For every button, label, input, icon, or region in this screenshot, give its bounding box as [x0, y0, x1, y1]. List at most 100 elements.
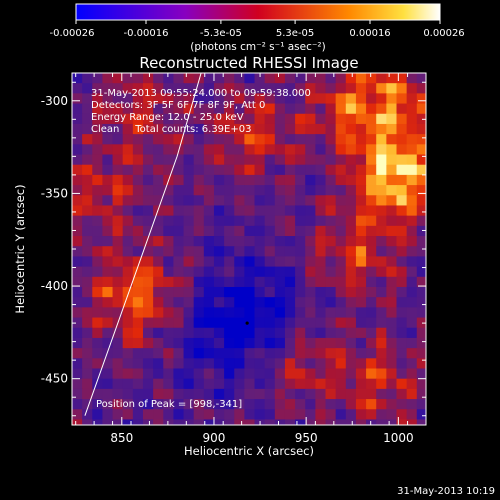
heatmap-cell — [132, 307, 144, 319]
heatmap-cell — [82, 103, 93, 115]
heatmap-cell — [345, 256, 357, 268]
heatmap-cell — [386, 368, 398, 380]
heatmap-cell — [153, 246, 164, 258]
heatmap-cell — [295, 164, 306, 176]
heatmap-cell — [416, 144, 426, 156]
heatmap-cell — [112, 134, 124, 145]
heatmap-cell — [325, 256, 337, 268]
heatmap-cell — [213, 205, 225, 217]
heatmap-cell — [142, 327, 154, 339]
heatmap-cell — [406, 236, 418, 247]
heatmap-cell — [264, 337, 276, 349]
heatmap-cell — [122, 195, 134, 207]
heatmap-cell — [284, 164, 296, 176]
heatmap-cell — [406, 297, 418, 308]
heatmap-cell — [92, 378, 104, 390]
heatmap-cell — [274, 307, 286, 319]
heatmap-cell — [376, 236, 387, 247]
heatmap-cell — [142, 134, 154, 145]
heatmap-cell — [122, 297, 134, 308]
heatmap-cell — [163, 327, 175, 339]
heatmap-cell — [203, 317, 215, 329]
heatmap-cell — [122, 368, 134, 380]
y-tick-label: -400 — [41, 279, 68, 293]
heatmap-cell — [122, 348, 134, 359]
heatmap-cell — [112, 113, 124, 125]
heatmap-cell — [193, 337, 205, 349]
heatmap-cell — [163, 317, 175, 329]
heatmap-cell — [173, 388, 185, 400]
heatmap-cell — [224, 378, 235, 390]
heatmap-cell — [234, 154, 245, 166]
heatmap-cell — [153, 215, 164, 227]
heatmap-cell — [284, 195, 296, 207]
heatmap-cell — [427, 328, 438, 339]
heatmap-cell — [224, 73, 235, 84]
heatmap-cell — [193, 399, 205, 410]
heatmap-cell — [92, 195, 104, 207]
heatmap-cell — [366, 73, 377, 84]
heatmap-cell — [72, 83, 83, 94]
heatmap-cell — [355, 185, 367, 196]
heatmap-cell — [163, 83, 175, 94]
heatmap-cell — [366, 164, 377, 176]
heatmap-cell — [234, 174, 245, 186]
heatmap-cell — [112, 368, 124, 380]
heatmap-cell — [264, 368, 276, 380]
heatmap-cell — [376, 266, 387, 278]
heatmap-cell — [244, 154, 256, 166]
heatmap-cell — [366, 246, 377, 258]
heatmap-cell — [315, 195, 327, 207]
heatmap-cell — [406, 123, 418, 135]
heatmap-cell — [396, 337, 408, 349]
colorbar-tick-label: 0.00026 — [423, 28, 464, 39]
heatmap-cell — [254, 327, 266, 339]
heatmap-cell — [396, 236, 408, 247]
heatmap-cell — [335, 307, 347, 319]
heatmap-cell — [132, 154, 144, 166]
heatmap-cell — [183, 266, 195, 278]
heatmap-cell — [213, 419, 225, 425]
heatmap-cell — [122, 205, 134, 217]
heatmap-cell — [406, 154, 418, 166]
heatmap-cell — [376, 358, 387, 370]
heatmap-cell — [355, 327, 367, 339]
heatmap-cell — [325, 286, 337, 298]
heatmap-cell — [345, 266, 357, 278]
heatmap-cell — [305, 215, 316, 227]
heatmap-cell — [396, 144, 408, 156]
heatmap-cell — [376, 164, 387, 176]
heatmap-cell — [153, 113, 164, 125]
heatmap-cell — [406, 276, 418, 288]
heatmap-cell — [376, 348, 387, 359]
heatmap-cell — [254, 348, 266, 359]
heatmap-cell — [132, 409, 144, 421]
heatmap-cell — [315, 144, 327, 156]
heatmap-cell — [193, 348, 205, 359]
heatmap-cell — [193, 276, 205, 288]
heatmap-cell — [193, 419, 205, 425]
heatmap-cell — [295, 205, 306, 217]
heatmap-cell — [386, 388, 398, 400]
heatmap-cell — [183, 348, 195, 359]
heatmap-cell — [345, 307, 357, 319]
heatmap-cell — [112, 164, 124, 176]
heatmap-cell — [72, 215, 83, 227]
heatmap-cell — [193, 388, 205, 400]
heatmap-cell — [274, 134, 286, 145]
heatmap-cell — [244, 358, 256, 370]
heatmap-cell — [366, 256, 377, 268]
heatmap-cell — [274, 154, 286, 166]
heatmap-cell — [203, 256, 215, 268]
heatmap-cell — [72, 123, 83, 135]
heatmap-cell — [244, 266, 256, 278]
heatmap-cell — [112, 358, 124, 370]
heatmap-cell — [153, 348, 164, 359]
heatmap-cell — [183, 225, 195, 237]
heatmap-cell — [427, 134, 438, 145]
heatmap-cell — [142, 174, 154, 186]
heatmap-cell — [203, 215, 215, 227]
heatmap-cell — [122, 266, 134, 278]
heatmap-cell — [305, 174, 316, 186]
heatmap-cell — [295, 317, 306, 329]
